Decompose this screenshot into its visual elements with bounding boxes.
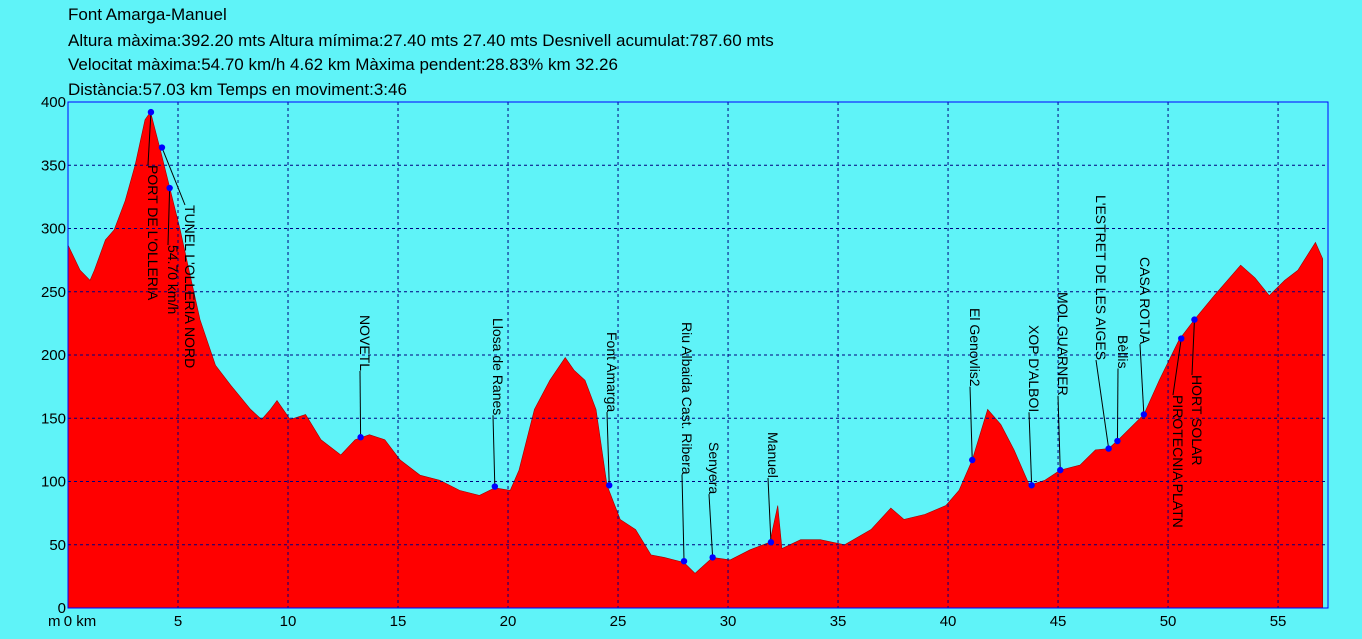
waypoint-marker [709,554,716,561]
waypoint-marker [1140,411,1148,418]
x-tick-label: 15 [390,613,407,630]
x-tick-label: 40 [940,613,957,630]
waypoint-label: El Genovlis2 [967,308,983,387]
y-tick-label: 250 [41,284,66,301]
waypoint-marker [1028,482,1035,489]
waypoint-marker [1114,437,1121,445]
waypoint-label: PIROTECNIA PLATN [1170,395,1186,528]
y-tick-label: 400 [41,94,66,111]
leader-line [1172,338,1182,396]
stats-line: Altura màxima:392.20 mts Altura mímima:2… [68,31,774,50]
x-tick-label: 10 [280,613,297,630]
leader-line [681,474,685,562]
waypoint-marker [767,539,775,546]
plot-border [67,101,1329,609]
y-tick-label: 200 [41,347,66,364]
waypoint-label: MOL GUARNER [1055,292,1071,396]
waypoint-marker [166,184,173,192]
waypoint-marker [1057,466,1064,474]
waypoint-marker [680,557,688,565]
waypoint-label: XOP D'ALBOI [1026,325,1042,412]
y-tick-label: 100 [41,474,66,491]
stats-line: Velocitat màxima:54.70 km/h 4.62 km Màxi… [68,55,618,74]
leader-line [167,188,171,246]
leader-line [969,386,973,461]
y-tick-label: 150 [41,410,66,427]
x-tick-label: 20 [500,613,517,630]
waypoint-label: CASA ROTJA [1137,257,1153,345]
waypoint-label: 54.70 km/h [165,245,181,314]
waypoint-label: Font Amarga [604,332,620,412]
waypoint-marker [147,108,155,116]
stats-line: Distància:57.03 km Temps en moviment:3:4… [68,80,407,99]
waypoint-label: PORT DE L'OLLERIA [145,165,161,301]
chart-title: Font Amarga-Manuel [68,5,227,24]
waypoint-marker [491,483,499,490]
waypoint-label: Llosa de Ranes [490,318,506,415]
leader-line [1095,359,1110,449]
x-tick-label: 5 [174,613,182,630]
waypoint-label: Manuel [765,432,781,478]
y-tick-label: 0 [58,600,66,617]
waypoint-label: Riu Albaida Cast. Ribera [679,322,695,475]
y-tick-label: 300 [41,221,66,238]
waypoint-marker [357,434,364,441]
x-tick-label: 35 [830,613,847,630]
leader-line [161,147,186,206]
leader-line [1028,412,1033,486]
x-tick-label: 30 [720,613,737,630]
waypoint-label: Bèllis [1115,335,1131,368]
x-tick-label: 50 [1160,613,1177,630]
waypoint-label: HORT SOLAR [1189,375,1205,466]
x-tick-label: 0 km [64,613,97,630]
leader-line [708,494,714,558]
waypoint-label: TUNEL L'OLLERIA NORD [182,205,198,368]
y-tick-label: 50 [49,537,66,554]
leader-line [1057,395,1061,471]
x-tick-label: 55 [1270,613,1287,630]
waypoint-label: L'ESTRET DE LES AIGES [1093,195,1109,360]
x-tick-label: 25 [610,613,627,630]
leader-line [147,112,152,166]
leader-line [492,415,496,487]
leader-line [1139,344,1145,415]
waypoint-label: Senyera [706,442,722,494]
waypoint-label: NOVETL [357,315,373,371]
waypoint-marker [158,144,166,151]
leader-line [1191,319,1195,376]
waypoint-marker [1105,445,1112,452]
leader-line [1116,368,1119,442]
waypoint-marker [1178,335,1185,342]
leader-line [767,477,772,543]
y-tick-label: 350 [41,157,66,174]
leader-line [359,371,362,438]
waypoint-marker [606,482,613,489]
leader-line [606,412,610,486]
waypoint-marker [1191,316,1198,323]
x-tick-label: 45 [1050,613,1067,630]
waypoint-marker [969,456,976,464]
y-axis-label: m [48,613,61,630]
